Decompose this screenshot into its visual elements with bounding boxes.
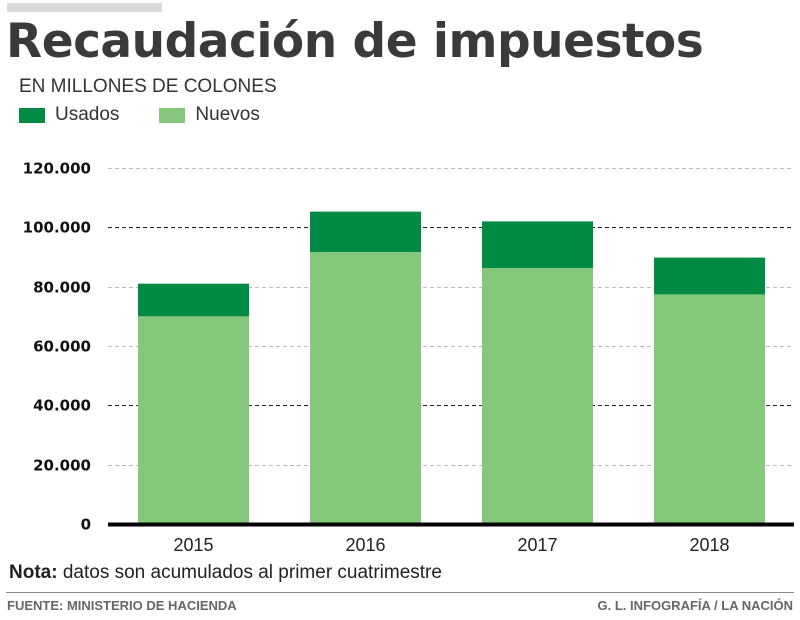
x-tick-label: 2018 bbox=[689, 535, 729, 555]
bar-chart: 020.00040.00060.00080.000100.000120.000 … bbox=[23, 160, 794, 555]
top-accent-bar bbox=[7, 3, 162, 12]
legend-item-usados: Usados bbox=[19, 104, 119, 126]
bars bbox=[138, 211, 765, 524]
y-tick-label: 40.000 bbox=[33, 397, 91, 415]
y-axis-ticks: 0 20.000 40.000 60.000 80.000 100.000 120.000 bbox=[23, 160, 91, 534]
legend: Usados Nuevos bbox=[19, 104, 300, 126]
bar-usados-2015 bbox=[138, 283, 249, 317]
footer-divider bbox=[6, 592, 794, 593]
bar-usados-2017 bbox=[482, 221, 593, 268]
bar-nuevos-2016 bbox=[310, 251, 421, 524]
chart-title: Recaudación de impuestos bbox=[6, 14, 704, 69]
legend-label-nuevos: Nuevos bbox=[195, 104, 260, 125]
y-tick-label: 20.000 bbox=[33, 457, 91, 475]
x-tick-label: 2015 bbox=[173, 535, 213, 555]
note: Nota: datos son acumulados al primer cua… bbox=[9, 562, 442, 584]
y-tick-label: 0 bbox=[81, 516, 91, 534]
chart-subtitle: EN MILLONES DE COLONES bbox=[19, 76, 277, 97]
y-tick-label: 60.000 bbox=[33, 338, 91, 356]
legend-item-nuevos: Nuevos bbox=[159, 104, 260, 126]
legend-swatch-usados bbox=[19, 107, 45, 123]
bar-nuevos-2017 bbox=[482, 267, 593, 524]
x-tick-label: 2017 bbox=[517, 535, 557, 555]
x-tick-label: 2016 bbox=[345, 535, 385, 555]
y-tick-label: 80.000 bbox=[33, 279, 91, 297]
note-label: Nota: bbox=[9, 562, 58, 583]
y-tick-label: 100.000 bbox=[23, 219, 91, 237]
source-text: FUENTE: MINISTERIO DE HACIENDA bbox=[7, 598, 237, 613]
legend-label-usados: Usados bbox=[55, 104, 120, 125]
y-tick-label: 120.000 bbox=[23, 160, 91, 178]
x-axis-ticks: 2015 2016 2017 2018 bbox=[173, 535, 729, 555]
credit-text: G. L. INFOGRAFÍA / LA NACIÓN bbox=[597, 598, 793, 613]
bar-usados-2018 bbox=[654, 257, 765, 295]
legend-swatch-nuevos bbox=[159, 107, 186, 123]
bar-usados-2016 bbox=[310, 211, 421, 252]
bar-nuevos-2018 bbox=[654, 294, 765, 524]
note-text: datos son acumulados al primer cuatrimes… bbox=[57, 562, 442, 583]
bar-nuevos-2015 bbox=[138, 316, 249, 524]
